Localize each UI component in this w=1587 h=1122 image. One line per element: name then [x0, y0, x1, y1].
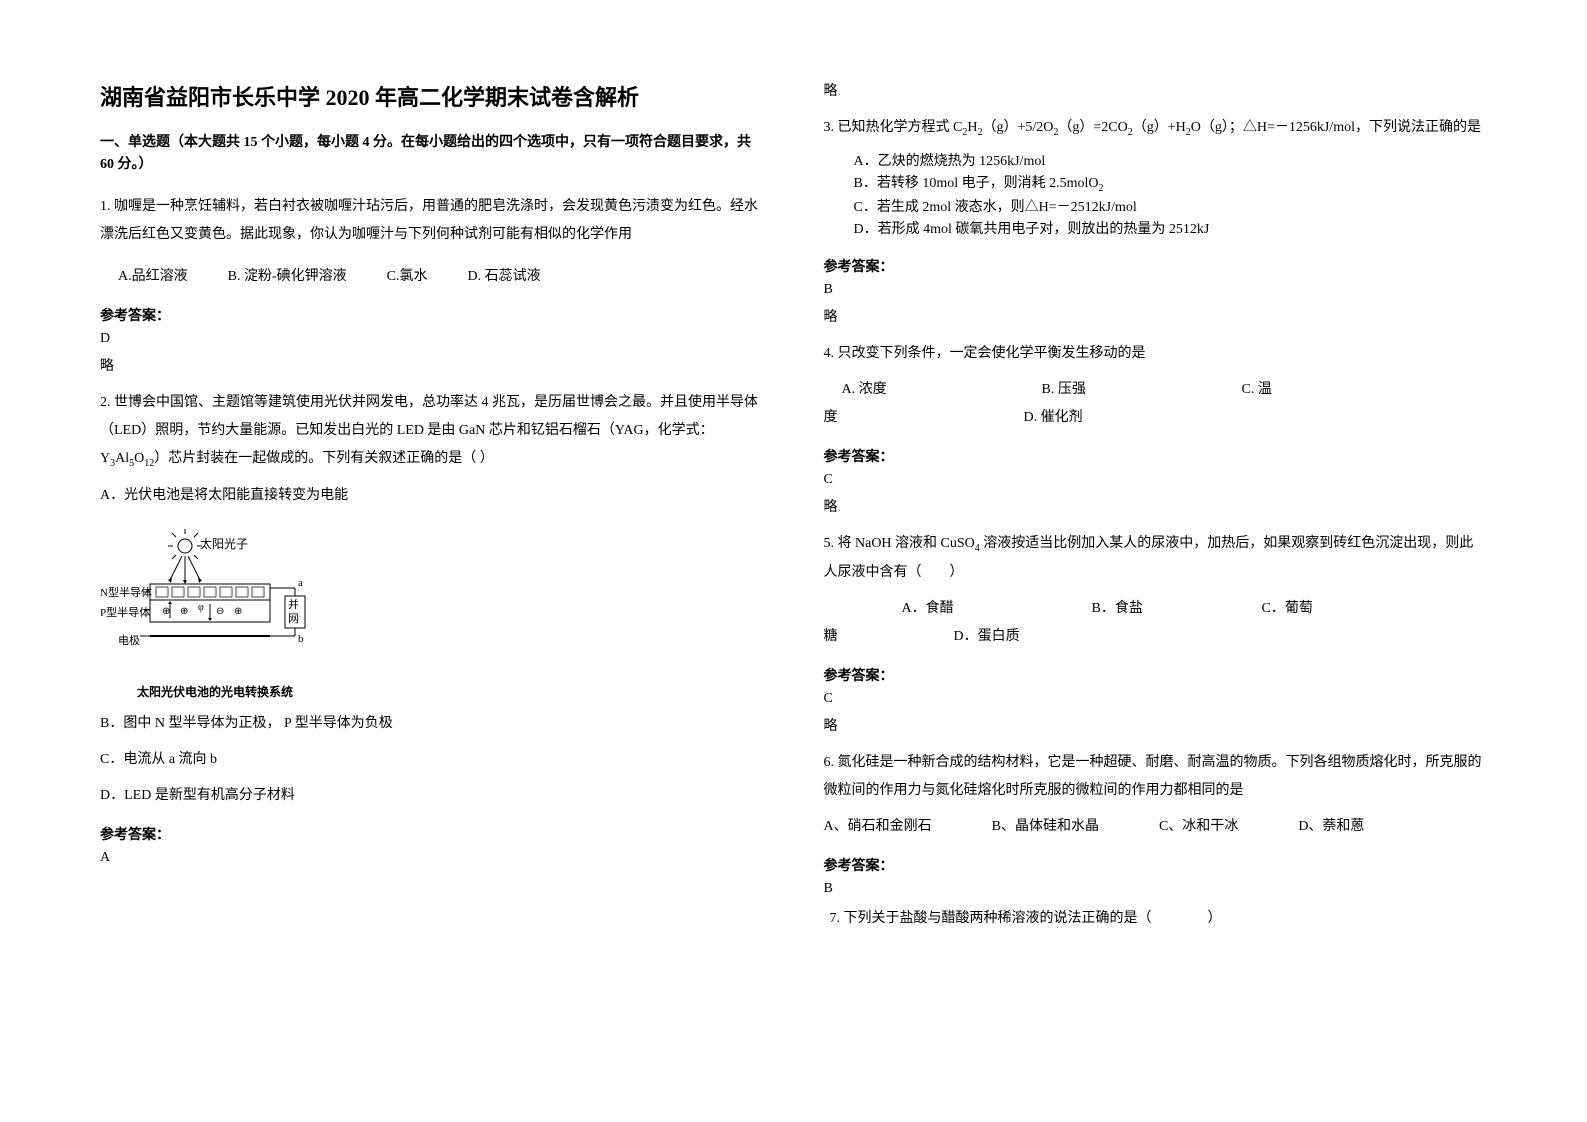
q3-h: H: [967, 120, 977, 135]
elec-label: 电极: [118, 633, 140, 647]
p-label: P型半导体: [100, 605, 150, 619]
q1-opt-a: A.品红溶液: [118, 263, 188, 291]
question-2: 2. 世博会中国馆、主题馆等建筑使用光伏并网发电，总功率达 4 兆瓦，是历届世博…: [100, 389, 764, 474]
q3-t3: （g）=2CO: [1058, 120, 1127, 135]
question-1: 1. 咖喱是一种烹饪辅料，若白衬衣被咖喱汁玷污后，用普通的肥皂洗涤时，会发现黄色…: [100, 193, 764, 255]
diagram-svg: ⊕ ⊕ φ ⊖ ⊕ 太阳光子 N型半导体 P型半导体 电极 并 网 a: [100, 528, 340, 678]
q4-options: A. 浓度 B. 压强 C. 温 度 D. 催化剂: [824, 376, 1488, 432]
q4-opt-b: B. 压强: [1042, 376, 1242, 404]
question-5: 5. 将 NaOH 溶液和 CuSO4 溶液按适当比例加入某人的尿液中，加热后，…: [824, 530, 1488, 587]
right-column: 略 3. 已知热化学方程式 C2H2（g）+5/2O2（g）=2CO2（g）+H…: [824, 80, 1488, 1042]
a-label: a: [298, 577, 303, 589]
q1-options: A.品红溶液 B. 淀粉-碘化钾溶液 C.氯水 D. 石蕊试液: [100, 263, 764, 291]
photovoltaic-diagram: ⊕ ⊕ φ ⊖ ⊕ 太阳光子 N型半导体 P型半导体 电极 并 网 a: [100, 528, 764, 700]
q2-opt-a: A．光伏电池是将太阳能直接转变为电能: [100, 482, 764, 510]
q5-opt-b: B．食盐: [1092, 595, 1262, 623]
q6-opt-c: C、冰和干冰: [1159, 813, 1238, 841]
q6-opt-d: D、萘和蒽: [1298, 813, 1364, 841]
q5-opt-a: A．食醋: [902, 595, 1092, 623]
q5-options: A．食醋 B．食盐 C．葡萄 糖 D．蛋白质: [824, 595, 1488, 651]
q4-answer-label: 参考答案：: [824, 446, 1488, 466]
q1-brief: 略: [100, 355, 764, 375]
q4-opt-d: D. 催化剂: [1024, 404, 1083, 432]
right-brief-top: 略: [824, 80, 1488, 100]
q4-opt-c-cont: 度: [824, 404, 1024, 432]
q5-t1: 5. 将 NaOH 溶液和 CuSO: [824, 536, 975, 551]
q2-answer-label: 参考答案：: [100, 824, 764, 844]
q6-options: A、硝石和金刚石 B、晶体硅和水晶 C、冰和干冰 D、萘和蒽: [824, 813, 1488, 841]
page-title: 湖南省益阳市长乐中学 2020 年高二化学期末试卷含解析: [100, 80, 764, 112]
q2-o12: 12: [144, 458, 154, 469]
svg-text:⊕: ⊕: [234, 606, 242, 617]
q2-opt-d: D．LED 是新型有机高分子材料: [100, 782, 764, 810]
q1-text: 1. 咖喱是一种烹饪辅料，若白衬衣被咖喱汁玷污后，用普通的肥皂洗涤时，会发现黄色…: [100, 193, 764, 249]
q4-answer: C: [824, 472, 1488, 488]
q2-al: Al: [115, 451, 129, 466]
q3-t4: （g）+H: [1133, 120, 1186, 135]
question-4: 4. 只改变下列条件，一定会使化学平衡发生移动的是: [824, 340, 1488, 368]
q5-opt-c-cont: 糖: [824, 623, 954, 651]
q3-options: A．乙炔的燃烧热为 1256kJ/mol B．若转移 10mol 电子，则消耗 …: [824, 151, 1488, 242]
q5-brief: 略: [824, 715, 1488, 735]
q1-opt-b: B. 淀粉-碘化钾溶液: [228, 263, 347, 291]
q3-t1: 3. 已知热化学方程式 C: [824, 120, 963, 135]
net-label-1: 并: [288, 597, 299, 611]
q6-opt-a: A、硝石和金刚石: [824, 813, 932, 841]
q1-opt-d: D. 石蕊试液: [467, 263, 540, 291]
q3-opt-b: B．若转移 10mol 电子，则消耗 2.5molO2: [854, 173, 1488, 197]
b-label: b: [298, 633, 304, 645]
q5-answer-label: 参考答案：: [824, 665, 1488, 685]
net-label-2: 网: [288, 613, 299, 625]
q5-answer: C: [824, 691, 1488, 707]
q4-opt-a: A. 浓度: [842, 376, 1042, 404]
q5-opt-c-part: C．葡萄: [1262, 595, 1313, 623]
q3-t5: O（g）；△H=－1256kJ/mol，下列说法正确的是: [1191, 120, 1481, 135]
left-column: 湖南省益阳市长乐中学 2020 年高二化学期末试卷含解析 一、单选题（本大题共 …: [100, 80, 764, 1042]
svg-text:⊖: ⊖: [216, 606, 224, 617]
q1-answer: D: [100, 331, 764, 347]
q6-opt-b: B、晶体硅和水晶: [992, 813, 1099, 841]
sun-label: 太阳光子: [200, 536, 248, 551]
section-header: 一、单选题（本大题共 15 个小题，每小题 4 分。在每小题给出的四个选项中，只…: [100, 132, 764, 177]
question-7: 7. 下列关于盐酸与醋酸两种稀溶液的说法正确的是（ ）: [824, 905, 1488, 933]
svg-text:φ: φ: [198, 602, 204, 613]
q2-answer: A: [100, 850, 764, 866]
question-3: 3. 已知热化学方程式 C2H2（g）+5/2O2（g）=2CO2（g）+H2O…: [824, 114, 1488, 143]
q3-answer-label: 参考答案：: [824, 256, 1488, 276]
question-6: 6. 氮化硅是一种新合成的结构材料，它是一种超硬、耐磨、耐高温的物质。下列各组物…: [824, 749, 1488, 805]
q3-opt-d: D．若形成 4mol 碳氧共用电子对，则放出的热量为 2512kJ: [854, 219, 1488, 241]
q3-t2: （g）+5/2O: [982, 120, 1053, 135]
q3-brief: 略: [824, 306, 1488, 326]
q4-brief: 略: [824, 496, 1488, 516]
q2-opt-b: B．图中 N 型半导体为正极， P 型半导体为负极: [100, 710, 764, 738]
q3-answer: B: [824, 282, 1488, 298]
q2-text-2: ）芯片封装在一起做成的。下列有关叙述正确的是（ ）: [154, 451, 494, 466]
diagram-caption: 太阳光伏电池的光电转换系统: [100, 683, 330, 700]
q5-opt-d: D．蛋白质: [954, 623, 1020, 651]
q2-o: O: [134, 451, 144, 466]
q3-opt-a: A．乙炔的燃烧热为 1256kJ/mol: [854, 151, 1488, 173]
q1-opt-c: C.氯水: [387, 263, 428, 291]
q2-opt-c: C．电流从 a 流向 b: [100, 746, 764, 774]
q1-answer-label: 参考答案：: [100, 305, 764, 325]
q6-answer-label: 参考答案：: [824, 855, 1488, 875]
q6-answer: B: [824, 881, 1488, 897]
svg-text:⊕: ⊕: [180, 606, 188, 617]
svg-text:⊕: ⊕: [162, 606, 170, 617]
q3-opt-c: C．若生成 2mol 液态水，则△H=－2512kJ/mol: [854, 197, 1488, 219]
q4-opt-c-part: C. 温: [1242, 376, 1272, 404]
